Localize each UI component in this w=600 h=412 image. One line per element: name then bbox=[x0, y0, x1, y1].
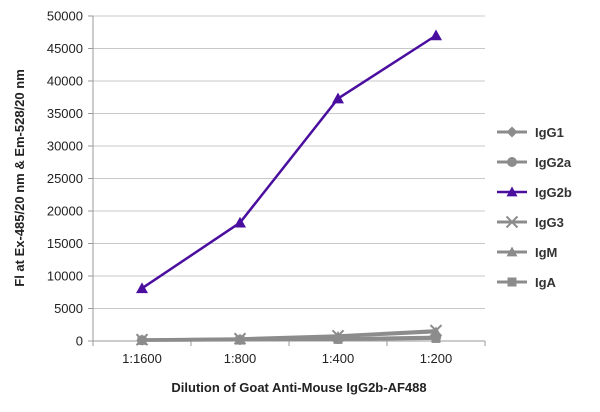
data-point-igg2b bbox=[234, 216, 246, 228]
data-point-iga bbox=[333, 334, 343, 344]
legend-label-iga: IgA bbox=[535, 275, 557, 290]
legend-label-igg3: IgG3 bbox=[535, 215, 564, 230]
series-igg2b bbox=[136, 29, 442, 294]
x-tick-label: 1:800 bbox=[224, 351, 257, 366]
legend-marker bbox=[506, 246, 518, 257]
y-tick-label: 40000 bbox=[47, 74, 83, 89]
y-axis-title: Fl at Ex-485/20 nm & Em-528/20 nm bbox=[12, 69, 27, 286]
axes bbox=[88, 15, 486, 346]
y-tick-label: 0 bbox=[76, 334, 83, 349]
legend-marker bbox=[507, 277, 517, 287]
series-iga bbox=[137, 333, 441, 345]
data-point-igg2b bbox=[332, 92, 344, 104]
y-tick-label: 30000 bbox=[47, 139, 83, 154]
legend-item-iga: IgA bbox=[497, 275, 557, 290]
y-tick-label: 25000 bbox=[47, 171, 83, 186]
series-line-igg2b bbox=[141, 34, 437, 290]
series-line-iga bbox=[141, 336, 437, 342]
legend-marker bbox=[505, 215, 519, 229]
series-layer bbox=[135, 29, 443, 346]
legend-item-igg2b: IgG2b bbox=[497, 185, 572, 200]
legend-item-igg1: IgG1 bbox=[497, 125, 564, 140]
data-point-iga bbox=[235, 335, 245, 345]
legend-label-igg2b: IgG2b bbox=[535, 185, 572, 200]
legend: IgG1 IgG2a IgG2b IgG3 IgM IgA bbox=[497, 125, 572, 290]
y-tick-label: 45000 bbox=[47, 41, 83, 56]
legend-label-igm: IgM bbox=[535, 245, 557, 260]
y-tick-labels: 0 5000 10000 15000 20000 25000 30000 35000 40000… bbox=[47, 9, 83, 349]
x-tick-label: 1:200 bbox=[420, 351, 453, 366]
data-point-iga bbox=[431, 333, 441, 343]
data-point-iga bbox=[137, 335, 147, 345]
y-tick-label: 50000 bbox=[47, 9, 83, 24]
x-axis-title: Dilution of Goat Anti-Mouse IgG2b-AF488 bbox=[171, 380, 426, 395]
legend-item-igg3: IgG3 bbox=[497, 215, 564, 230]
x-tick-labels: 1:1600 1:800 1:400 1:200 bbox=[122, 351, 452, 366]
legend-label-igg1: IgG1 bbox=[535, 125, 564, 140]
data-point-igg2b bbox=[136, 282, 148, 294]
legend-item-igg2a: IgG2a bbox=[497, 155, 572, 170]
legend-item-igm: IgM bbox=[497, 245, 557, 260]
data-point-igm bbox=[430, 326, 442, 337]
y-tick-label: 5000 bbox=[54, 301, 83, 316]
legend-marker bbox=[507, 157, 517, 167]
y-tick-label: 10000 bbox=[47, 269, 83, 284]
x-tick-label: 1:400 bbox=[322, 351, 355, 366]
data-point-igg2b bbox=[430, 29, 442, 41]
x-tick-label: 1:1600 bbox=[122, 351, 162, 366]
legend-marker bbox=[506, 186, 518, 197]
y-tick-label: 35000 bbox=[47, 106, 83, 121]
legend-marker bbox=[506, 126, 518, 138]
legend-label-igg2a: IgG2a bbox=[535, 155, 572, 170]
y-tick-label: 15000 bbox=[47, 236, 83, 251]
y-tick-label: 20000 bbox=[47, 204, 83, 219]
